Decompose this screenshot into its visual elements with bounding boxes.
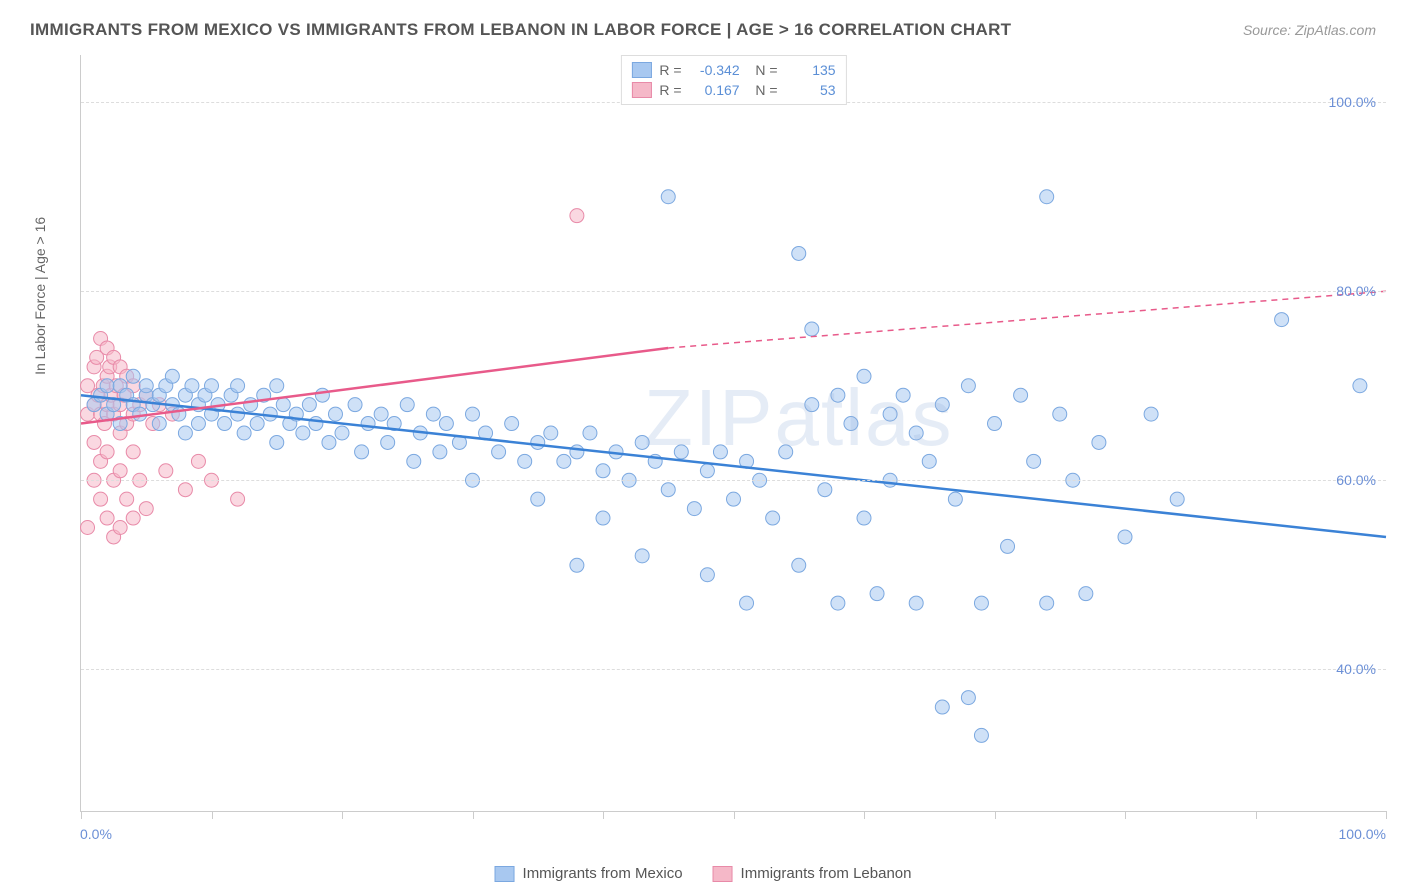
y-tick-label: 100.0% — [1329, 94, 1376, 110]
x-axis-min-label: 0.0% — [80, 826, 112, 842]
r-value-lebanon: 0.167 — [690, 82, 740, 98]
n-value-mexico: 135 — [786, 62, 836, 78]
r-label: R = — [659, 82, 681, 98]
swatch-lebanon-icon — [631, 82, 651, 98]
source-label: Source: ZipAtlas.com — [1243, 22, 1376, 38]
y-axis-title: In Labor Force | Age > 16 — [32, 217, 48, 375]
bottom-legend: Immigrants from Mexico Immigrants from L… — [495, 865, 912, 882]
r-value-mexico: -0.342 — [690, 62, 740, 78]
n-label: N = — [748, 62, 778, 78]
swatch-lebanon-icon — [713, 866, 733, 882]
y-tick-label: 80.0% — [1336, 283, 1376, 299]
plot-area: R = -0.342 N = 135 R = 0.167 N = 53 ZIPa… — [80, 55, 1386, 812]
swatch-mexico-icon — [495, 866, 515, 882]
scatter-plot — [81, 55, 1386, 811]
legend-item-lebanon: Immigrants from Lebanon — [713, 865, 912, 882]
legend-row-lebanon: R = 0.167 N = 53 — [631, 80, 835, 100]
correlation-legend: R = -0.342 N = 135 R = 0.167 N = 53 — [620, 55, 846, 105]
n-value-lebanon: 53 — [786, 82, 836, 98]
y-tick-label: 40.0% — [1336, 661, 1376, 677]
n-label: N = — [748, 82, 778, 98]
swatch-mexico-icon — [631, 62, 651, 78]
legend-label-lebanon: Immigrants from Lebanon — [741, 865, 912, 882]
x-axis-max-label: 100.0% — [1339, 826, 1386, 842]
chart-title: IMMIGRANTS FROM MEXICO VS IMMIGRANTS FRO… — [30, 20, 1011, 40]
chart-container: In Labor Force | Age > 16 R = -0.342 N =… — [50, 55, 1386, 837]
r-label: R = — [659, 62, 681, 78]
y-tick-label: 60.0% — [1336, 472, 1376, 488]
legend-item-mexico: Immigrants from Mexico — [495, 865, 683, 882]
legend-row-mexico: R = -0.342 N = 135 — [631, 60, 835, 80]
legend-label-mexico: Immigrants from Mexico — [523, 865, 683, 882]
